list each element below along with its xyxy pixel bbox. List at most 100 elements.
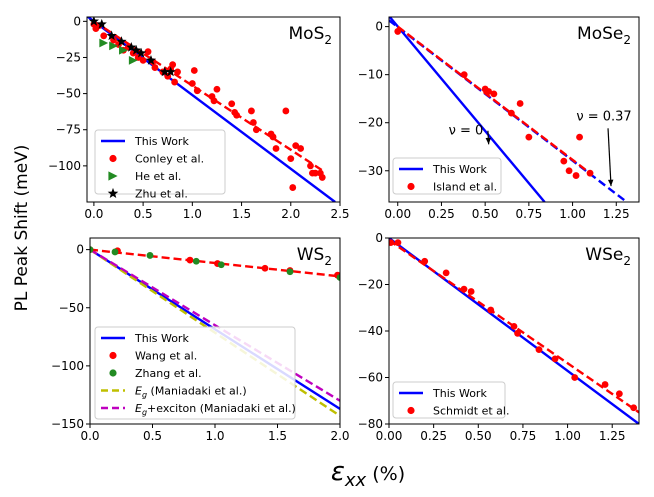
point-conley-et-al- — [292, 142, 300, 150]
panel-title-sub: 2 — [623, 33, 631, 47]
legend-marker — [109, 351, 117, 360]
panel-title-sub: 2 — [324, 33, 332, 47]
point-island-et-al- — [485, 88, 493, 95]
point-conley-et-al- — [318, 174, 326, 181]
x-tick-label: 0.50 — [465, 429, 492, 443]
panel-title: WS2 — [297, 245, 332, 268]
legend-label: This Work — [134, 332, 189, 345]
point-conley-et-al- — [228, 100, 236, 108]
point-conley-et-al- — [249, 119, 257, 126]
x-tick-label: 1.5 — [268, 429, 287, 443]
point-zhang-et-al- — [336, 274, 340, 281]
point-zhu-et-al- — [106, 30, 117, 41]
point-schmidt-et-al- — [394, 239, 402, 247]
point-zhu-et-al- — [96, 18, 107, 29]
legend-box — [392, 381, 506, 419]
point-zhu-et-al- — [88, 17, 100, 26]
legend-marker — [109, 369, 117, 377]
y-tick-label: −25 — [56, 50, 81, 64]
x-axis-subscript: xx — [344, 470, 367, 491]
point-island-et-al- — [525, 133, 533, 141]
plot-area — [389, 238, 639, 424]
y-tick-label: −20 — [358, 278, 383, 292]
panel-title: WSe2 — [585, 245, 631, 268]
x-tick-label: 0.00 — [376, 429, 403, 443]
x-tick-label: 1.0 — [183, 207, 202, 221]
x-axis-label: εxx (%) — [331, 457, 405, 491]
x-tick-label: 1.25 — [603, 207, 630, 221]
point-conley-et-al- — [193, 87, 201, 95]
legend-marker — [407, 182, 415, 191]
point-zhu-et-al- — [165, 66, 176, 77]
panel-ws2: 0.0 0.5 1.0 1.5 2.0 0 −50 −100 −150 WS2 This Work W… — [51, 237, 350, 443]
x-tick-label: 0.75 — [510, 429, 537, 443]
point-zhu-et-al- — [126, 41, 137, 52]
legend-label: Eg (Maniadaki et al.) — [135, 385, 247, 400]
point-island-et-al- — [560, 157, 568, 165]
axes-frame — [388, 16, 640, 203]
point-conley-et-al- — [307, 162, 314, 170]
panel-title-main: MoS — [289, 24, 325, 44]
point-he-et-al- — [109, 41, 118, 51]
point-conley-et-al- — [269, 133, 277, 141]
x-tick-label: 1.5 — [232, 207, 251, 221]
legend-label: This Work — [432, 387, 487, 400]
x-tick-label: 0.50 — [472, 207, 499, 221]
panel-title-main: MoSe — [577, 24, 623, 44]
x-tick-label: 2.0 — [281, 207, 300, 221]
annotation-arrowhead — [485, 137, 492, 145]
plot-area — [87, 17, 336, 202]
x-axis-symbol: ε — [331, 457, 345, 487]
point-schmidt-et-al- — [571, 374, 579, 381]
x-tick-label: 0.5 — [134, 207, 153, 221]
y-tick-label: −50 — [56, 87, 81, 101]
legend-box — [94, 129, 226, 195]
panel-title-sub: 2 — [623, 254, 631, 268]
point-schmidt-et-al- — [615, 390, 623, 398]
point-zhang-et-al- — [217, 261, 225, 269]
point-conley-et-al- — [233, 111, 241, 119]
point-island-et-al- — [586, 169, 594, 177]
plot-area — [389, 17, 628, 202]
legend-label: Zhang et al. — [135, 367, 202, 380]
legend-label: This Work — [432, 163, 487, 176]
point-wang-et-al- — [261, 264, 269, 272]
point-schmidt-et-al- — [389, 239, 395, 247]
point-schmidt-et-al- — [467, 288, 475, 295]
point-schmidt-et-al- — [601, 381, 609, 388]
annotation-arrowhead — [607, 179, 614, 187]
x-tick-label: 0.5 — [143, 429, 162, 443]
point-schmidt-et-al- — [630, 404, 638, 412]
x-tick-label: 2.5 — [330, 207, 349, 221]
panel-title: MoSe2 — [577, 24, 631, 47]
point-zhang-et-al- — [286, 268, 294, 276]
point-conley-et-al- — [100, 32, 108, 40]
annotation-label: ν = 0.37 — [576, 109, 631, 124]
point-conley-et-al- — [151, 64, 159, 71]
y-tick-label: −30 — [358, 164, 383, 178]
y-tick-label: −150 — [51, 417, 84, 431]
x-tick-label: 1.25 — [599, 429, 626, 443]
point-conley-et-al- — [272, 145, 280, 152]
axes-frame — [89, 237, 341, 425]
line-this-work-0 — [389, 17, 546, 202]
point-zhu-et-al- — [136, 47, 147, 58]
legend-box — [94, 326, 296, 420]
point-conley-et-al- — [174, 68, 181, 76]
point-island-et-al- — [565, 167, 573, 175]
y-axis-label: PL Peak Shift (meV) — [12, 145, 32, 312]
point-zhang-et-al- — [192, 257, 200, 265]
point-schmidt-et-al- — [487, 306, 495, 314]
point-zhu-et-al- — [116, 36, 127, 46]
panel-title-sub: 2 — [324, 254, 332, 268]
point-wang-et-al- — [186, 256, 194, 264]
point-schmidt-et-al- — [551, 355, 559, 363]
point-conley-et-al- — [297, 145, 305, 152]
point-zhu-et-al- — [145, 54, 157, 65]
y-tick-label: −60 — [358, 371, 383, 385]
x-tick-label: 0.0 — [80, 429, 99, 443]
point-conley-et-al- — [190, 67, 198, 74]
x-axis-unit: (%) — [366, 463, 405, 485]
point-conley-et-al- — [213, 85, 221, 93]
